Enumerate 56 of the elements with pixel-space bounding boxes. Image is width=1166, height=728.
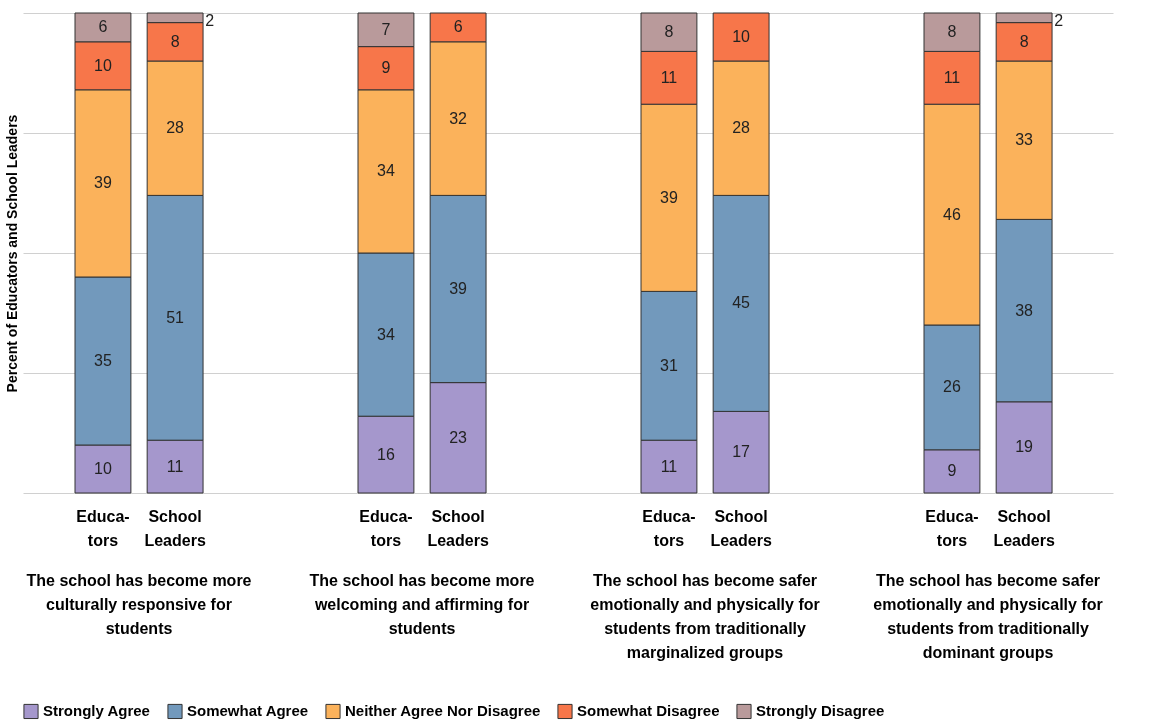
data-label: 10 — [94, 56, 112, 74]
data-label: 8 — [170, 32, 180, 50]
data-label: 32 — [449, 109, 468, 127]
data-label: 38 — [1015, 301, 1034, 319]
data-label: 34 — [377, 162, 395, 180]
legend-label: Strongly Agree — [43, 702, 150, 720]
x-tick-label: Educa- tors — [76, 508, 130, 549]
data-label: 26 — [943, 378, 961, 396]
text: The school has become safer emotionally and physically for students from traditionally marginalized groups — [590, 572, 820, 661]
data-label: 19 — [1015, 438, 1034, 456]
data-label: 28 — [732, 119, 751, 137]
data-label: 33 — [1015, 131, 1034, 149]
data-label: 17 — [732, 443, 751, 461]
y-axis-title: Percent of Educators and School Leaders — [3, 114, 20, 393]
legend-label: Strongly Disagree — [756, 702, 885, 720]
data-label: 31 — [660, 356, 678, 374]
data-label: 10 — [732, 28, 751, 45]
x-tick-label: School Leaders — [710, 508, 772, 549]
x-tick-label: Educa- tors — [925, 508, 979, 549]
x-tick-label: School Leaders — [144, 508, 206, 549]
text: The school has become more welcoming and affirming for students — [309, 572, 535, 637]
legend-label: Somewhat Agree — [187, 702, 309, 720]
data-label: 23 — [449, 428, 468, 446]
data-label: 39 — [94, 174, 112, 192]
data-label: 10 — [94, 460, 112, 477]
data-label: 11 — [660, 68, 678, 86]
data-label: 39 — [449, 280, 468, 297]
data-label: 45 — [732, 294, 751, 312]
data-label: 51 — [166, 308, 185, 326]
data-label: 46 — [943, 205, 961, 223]
x-tick-label: School Leaders — [427, 508, 489, 549]
data-label: 6 — [98, 18, 108, 36]
data-label: 9 — [381, 59, 391, 77]
data-label: 7 — [381, 20, 391, 38]
data-label: 11 — [166, 457, 184, 475]
data-label: 28 — [166, 119, 185, 137]
data-label: 8 — [1019, 32, 1029, 50]
x-tick-label: School Leaders — [993, 508, 1055, 549]
data-label: 11 — [660, 457, 678, 475]
data-label: 2 — [205, 12, 215, 29]
x-tick-label: Educa- tors — [642, 508, 696, 549]
text: The school has become safer emotionally and physically for students from traditionally dominant groups — [873, 572, 1103, 661]
data-label: 6 — [453, 18, 463, 36]
text: The school has become more culturally responsive for students — [26, 572, 252, 637]
legend-label: Somewhat Disagree — [577, 702, 720, 720]
data-label: 9 — [947, 462, 957, 480]
x-tick-label: Educa- tors — [359, 508, 413, 549]
data-label: 8 — [947, 23, 957, 41]
data-label: 11 — [943, 68, 961, 86]
data-label: 39 — [660, 188, 678, 206]
legend-label: Neither Agree Nor Disagree — [345, 702, 541, 720]
data-label: 35 — [94, 352, 112, 369]
data-label: 8 — [664, 23, 674, 41]
data-label: 16 — [377, 445, 395, 463]
data-label: 2 — [1054, 12, 1064, 29]
data-label: 34 — [377, 325, 395, 343]
